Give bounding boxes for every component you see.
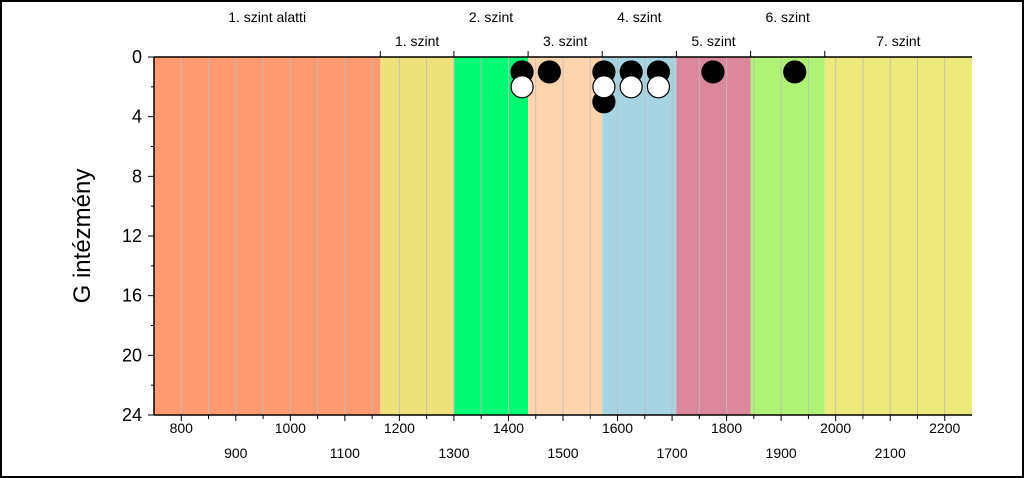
band-7 xyxy=(750,57,825,415)
x-tick-label-1200: 1200 xyxy=(384,420,415,436)
band-1 xyxy=(154,57,381,415)
y-axis-label: G intézmény xyxy=(69,169,96,304)
band-3 xyxy=(453,57,529,415)
ticks-layer: 800 1000 1200 1400 1600 1800 2000 2200 900 1100 13… xyxy=(122,47,961,461)
y-tick-label-0: 0 xyxy=(132,47,142,67)
filled-point-2 xyxy=(537,60,561,84)
band-2 xyxy=(380,57,454,415)
x-tick-label-2200: 2200 xyxy=(929,420,960,436)
y-tick-label-24: 24 xyxy=(122,405,142,425)
y-tick-label-4: 4 xyxy=(132,107,142,127)
y-tick-label-20: 20 xyxy=(122,345,142,365)
grid-layer xyxy=(180,57,946,415)
open-point-4 xyxy=(646,75,671,99)
band-label-8: 7. szint xyxy=(876,33,920,49)
x-tick-label-2100: 2100 xyxy=(875,445,906,461)
band-label-7: 6. szint xyxy=(765,9,809,25)
x-tick-label-1100: 1100 xyxy=(330,445,360,461)
band-label-1: 1. szint alatti xyxy=(228,9,306,25)
x-tick-label-900: 900 xyxy=(224,445,248,461)
band-label-6: 5. szint xyxy=(691,33,735,49)
x-tick-label-1300: 1300 xyxy=(438,445,469,461)
band-label-5: 4. szint xyxy=(617,9,661,25)
band-6 xyxy=(676,57,751,415)
x-tick-label-1900: 1900 xyxy=(766,445,797,461)
y-tick-label-12: 12 xyxy=(122,226,142,246)
band-labels-layer: 1. szint alatti 1. szint 2. szint 3. szint 4… xyxy=(228,9,920,49)
points-layer xyxy=(510,60,807,114)
x-tick-label-1000: 1000 xyxy=(275,420,306,436)
band-4 xyxy=(528,57,603,415)
x-tick-label-800: 800 xyxy=(170,420,194,436)
x-tick-label-1800: 1800 xyxy=(711,420,742,436)
band-8 xyxy=(824,57,972,415)
filled-point-7 xyxy=(701,60,725,84)
open-point-3 xyxy=(619,75,643,99)
filled-point-8 xyxy=(783,60,807,84)
band-label-2: 1. szint xyxy=(395,33,439,49)
x-tick-label-1500: 1500 xyxy=(547,445,578,461)
x-tick-label-1700: 1700 xyxy=(656,445,687,461)
band-label-3: 2. szint xyxy=(469,9,513,25)
y-tick-label-8: 8 xyxy=(132,166,142,186)
x-tick-label-1400: 1400 xyxy=(493,420,524,436)
band-5 xyxy=(602,57,677,415)
band-label-4: 3. szint xyxy=(543,33,587,49)
x-tick-label-2000: 2000 xyxy=(820,420,851,436)
open-point-1 xyxy=(510,75,534,99)
y-tick-label-16: 16 xyxy=(122,286,142,306)
open-point-2 xyxy=(592,75,616,99)
x-tick-label-1600: 1600 xyxy=(602,420,633,436)
